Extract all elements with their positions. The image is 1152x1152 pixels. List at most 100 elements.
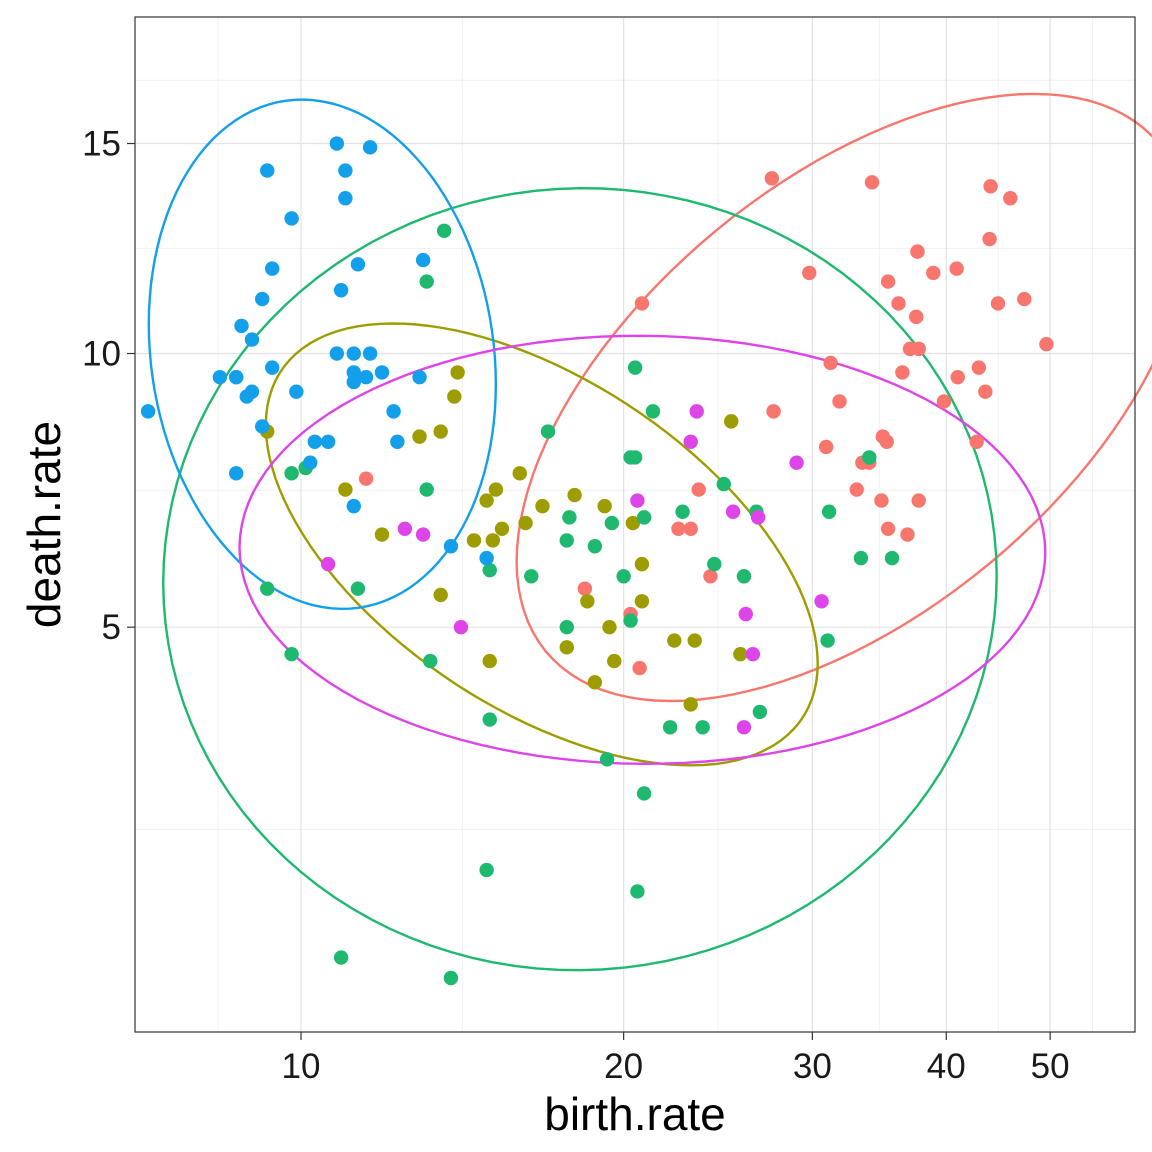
data-point: [419, 274, 434, 289]
data-point: [789, 455, 804, 470]
data-point: [346, 346, 361, 361]
data-point: [419, 482, 434, 497]
data-point: [390, 434, 405, 449]
y-tick-labels: 5 10 15: [82, 125, 121, 648]
data-point: [900, 527, 915, 542]
data-point: [820, 633, 835, 648]
y-axis-title: death.rate: [18, 421, 70, 628]
data-point: [802, 265, 817, 281]
data-point: [358, 471, 374, 486]
data-point: [447, 389, 462, 404]
data-point: [597, 498, 612, 514]
data-point: [559, 533, 574, 548]
data-point: [212, 369, 228, 385]
data-point: [818, 439, 834, 455]
data-point: [234, 318, 249, 334]
data-point: [926, 265, 941, 281]
data-points: [140, 136, 1054, 986]
data-point: [936, 394, 952, 409]
grid-lines: [135, 17, 1135, 1032]
data-point: [358, 369, 374, 385]
data-point: [307, 434, 322, 449]
confidence-ellipse-5: [238, 334, 1047, 766]
data-point: [880, 274, 896, 289]
data-point: [333, 950, 349, 965]
data-point: [289, 384, 304, 399]
data-point: [990, 296, 1006, 311]
data-point: [433, 424, 448, 439]
confidence-ellipse-3: [161, 186, 998, 972]
data-point: [362, 140, 378, 155]
data-point: [329, 136, 345, 151]
x-tick-label: 40: [927, 1047, 966, 1086]
data-point: [884, 550, 900, 566]
data-point: [736, 569, 752, 584]
data-point: [466, 533, 482, 548]
data-point: [627, 450, 643, 465]
data-point: [450, 365, 465, 380]
data-point: [634, 594, 650, 609]
data-point: [338, 163, 353, 178]
data-point: [733, 646, 748, 662]
data-point: [397, 521, 413, 536]
data-point: [969, 434, 984, 449]
data-point: [645, 404, 661, 419]
data-point: [512, 466, 527, 481]
data-point: [488, 482, 504, 497]
data-point: [540, 424, 556, 439]
data-point: [228, 466, 244, 481]
data-point: [983, 179, 998, 194]
data-point: [482, 712, 497, 727]
data-point: [630, 493, 645, 508]
data-point: [689, 404, 704, 419]
data-point: [479, 493, 494, 508]
data-point: [671, 521, 686, 536]
data-point: [724, 414, 739, 429]
data-point: [707, 556, 722, 572]
data-point: [265, 360, 280, 375]
data-point: [627, 360, 643, 375]
data-point: [228, 369, 244, 385]
data-point: [716, 476, 731, 492]
data-point: [559, 640, 574, 655]
data-point: [329, 346, 345, 361]
data-point: [766, 404, 781, 419]
data-point: [580, 594, 595, 609]
x-axis-title: birth.rate: [544, 1088, 726, 1140]
data-point: [634, 296, 650, 311]
data-point: [909, 309, 924, 325]
data-point: [725, 504, 741, 519]
data-point: [950, 369, 965, 385]
data-point: [599, 752, 615, 767]
data-point: [415, 252, 431, 268]
data-point: [244, 332, 260, 347]
data-point: [874, 493, 889, 508]
data-point: [333, 283, 349, 298]
data-point: [284, 211, 299, 226]
data-point: [362, 346, 378, 361]
data-point: [630, 884, 645, 899]
data-point: [634, 556, 650, 572]
data-point: [849, 482, 864, 497]
data-point: [750, 510, 766, 525]
data-point: [482, 653, 497, 669]
data-point: [453, 619, 469, 635]
data-point: [623, 613, 638, 628]
data-point: [374, 365, 390, 380]
data-point: [374, 527, 390, 542]
data-point: [415, 527, 431, 542]
data-point: [667, 633, 682, 648]
data-point: [433, 587, 448, 603]
confidence-ellipse-1: [515, 92, 1152, 703]
data-point: [559, 619, 574, 635]
data-point: [683, 697, 698, 712]
data-point: [632, 660, 647, 676]
x-tick-label: 50: [1031, 1047, 1070, 1086]
data-point: [255, 419, 270, 434]
confidence-ellipse-4: [147, 98, 497, 611]
data-point: [636, 510, 652, 525]
data-point: [675, 504, 690, 519]
data-point: [911, 341, 926, 357]
data-point: [443, 970, 459, 986]
